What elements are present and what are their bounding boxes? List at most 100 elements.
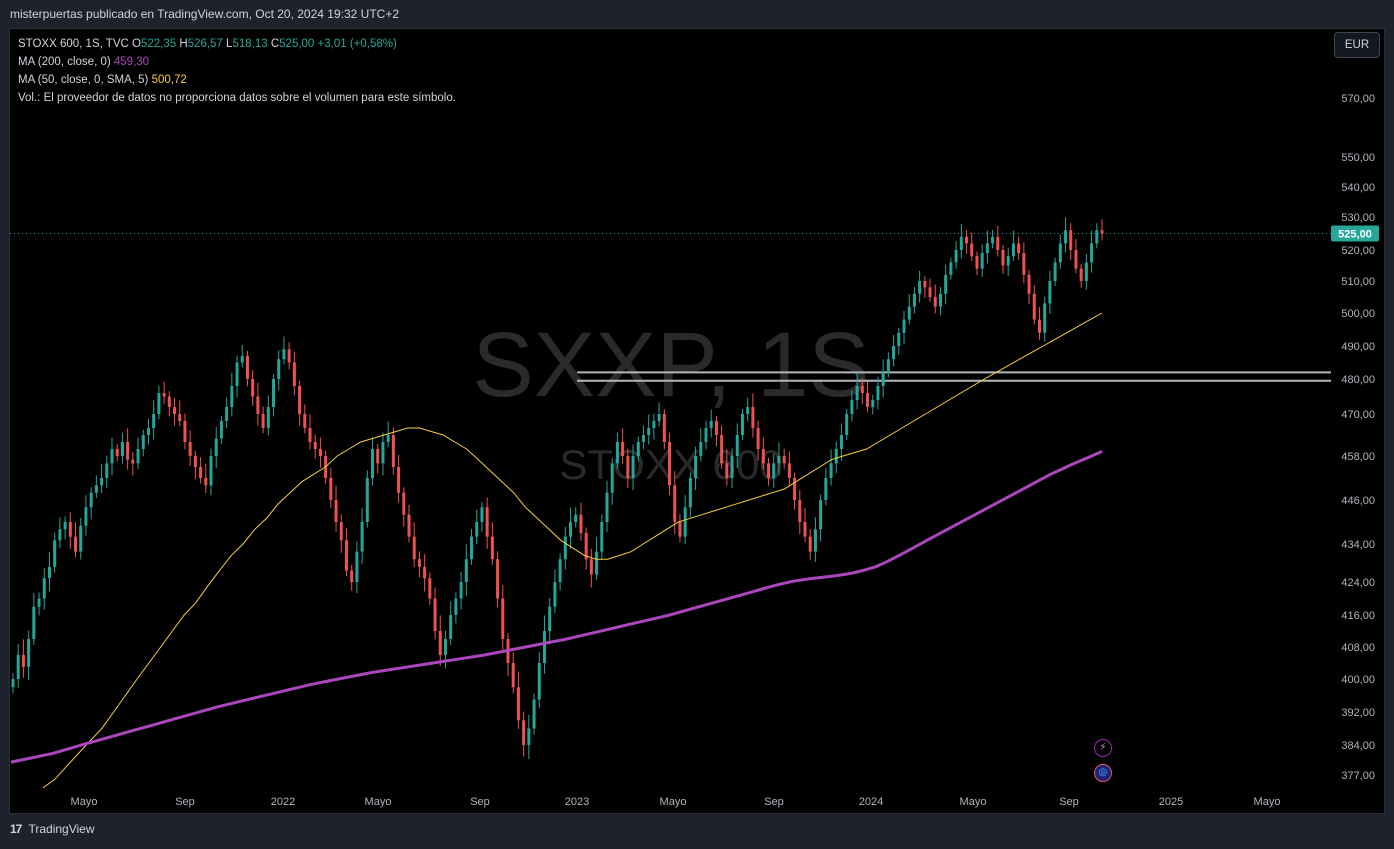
candle-body (386, 435, 390, 442)
lightning-icon[interactable]: ⚡ (1094, 739, 1112, 757)
candle-body (1053, 262, 1057, 281)
candle-body (42, 578, 46, 599)
candle-body (266, 407, 270, 428)
candle-body (767, 463, 771, 478)
candle-body (157, 393, 161, 414)
candle-body (32, 606, 36, 639)
candle-body (688, 478, 692, 508)
candle-body (490, 536, 494, 560)
candle-body (928, 287, 932, 297)
y-tick-label: 540,00 (1341, 182, 1375, 194)
last-price-tag (1331, 225, 1379, 242)
candle-body (47, 566, 51, 579)
candle-body (949, 262, 953, 275)
candle-body (933, 297, 937, 307)
candle-body (959, 236, 963, 250)
candle-body (548, 606, 552, 631)
candle-body (652, 421, 656, 428)
currency-button[interactable]: EUR (1334, 32, 1380, 58)
y-tick-label: 458,00 (1341, 451, 1375, 463)
candle-body (1074, 250, 1078, 269)
x-tick-label: Mayo (960, 796, 987, 808)
candle-body (204, 478, 208, 486)
candle-body (449, 615, 453, 639)
legend-volume-text: Vol.: El proveedor de datos no proporcio… (18, 92, 456, 104)
candle-body (298, 386, 302, 414)
y-tick-label: 408,00 (1341, 642, 1375, 654)
candle-body (704, 428, 708, 442)
candle-body (912, 293, 916, 307)
candle-body (496, 559, 500, 599)
candle-body (308, 428, 312, 442)
candle-body (886, 359, 890, 373)
candle-body (860, 386, 864, 393)
tradingview-logo-icon[interactable]: 17 (10, 822, 22, 836)
candle-body (397, 467, 401, 493)
candle-body (657, 414, 661, 421)
candle-body (803, 522, 807, 537)
candle-body (199, 467, 203, 478)
y-tick-label: 377,00 (1341, 770, 1375, 782)
candle-body (897, 332, 901, 346)
candle-body (1027, 274, 1031, 294)
candle-body (1037, 319, 1041, 333)
candle-body (589, 559, 593, 575)
candle-body (89, 492, 93, 508)
legend-open: 522,35 (140, 38, 177, 50)
candle-body (845, 414, 849, 435)
candle-body (938, 293, 942, 307)
candle-body (892, 346, 896, 360)
candle-body (970, 243, 974, 257)
attribution-text: misterpuertas publicado en TradingView.c… (10, 7, 399, 21)
candle-body (287, 349, 291, 363)
candle-body (610, 463, 614, 493)
x-tick-label: Sep (764, 796, 784, 808)
candle-body (188, 442, 192, 456)
y-tick-label: 434,00 (1341, 539, 1375, 551)
candle-body (225, 407, 229, 421)
candle-body (459, 582, 463, 599)
top-bar: misterpuertas publicado en TradingView.c… (0, 0, 1394, 28)
y-tick-label: 416,00 (1341, 610, 1375, 622)
candle-body (751, 407, 755, 428)
candle-body (787, 463, 791, 478)
legend-ma50-row[interactable]: MA (50, close, 0, SMA, 5) 500,72 (18, 71, 456, 89)
candle-body (918, 281, 922, 294)
candle-body (53, 540, 57, 567)
candle-body (402, 492, 406, 515)
candle-body (730, 456, 734, 478)
legend-close: 525,00 (279, 38, 315, 50)
candle-body (673, 485, 677, 522)
legend-close-label: C (270, 38, 280, 50)
candle-body (136, 449, 140, 464)
earnings-icon[interactable]: ◎ (1094, 764, 1112, 782)
candle-body (1084, 262, 1088, 281)
candle-body (965, 236, 969, 244)
candle-body (1011, 243, 1015, 257)
candle-body (584, 533, 588, 560)
chart-area[interactable]: SXXP, 1S STOXX 600 570,00 550,00 540,00 530,0… (9, 28, 1385, 814)
candle-body (1043, 303, 1047, 333)
candle-body (167, 396, 171, 407)
candle-body (735, 435, 739, 456)
candle-body (991, 236, 995, 244)
legend-symbol-row[interactable]: STOXX 600, 1S, TVC O522,35 H526,57 L518,… (18, 35, 456, 53)
candle-body (1090, 243, 1094, 263)
candle-body (985, 243, 989, 254)
candle-body (527, 728, 531, 745)
candle-body (808, 536, 812, 552)
candle-body (996, 236, 1000, 250)
legend-volume-row: Vol.: El proveedor de datos no proporcio… (18, 89, 456, 107)
candle-body (193, 456, 197, 467)
candle-body (834, 449, 838, 464)
candle-body (819, 500, 823, 530)
candle-body (214, 438, 218, 456)
y-tick-label: 480,00 (1341, 374, 1375, 386)
candle-body (219, 421, 223, 439)
candle-body (511, 663, 515, 688)
legend-ma200-row[interactable]: MA (200, close, 0) 459,30 (18, 53, 456, 71)
candle-body (850, 400, 854, 414)
candle-body (501, 598, 505, 639)
candle-body (245, 355, 249, 379)
